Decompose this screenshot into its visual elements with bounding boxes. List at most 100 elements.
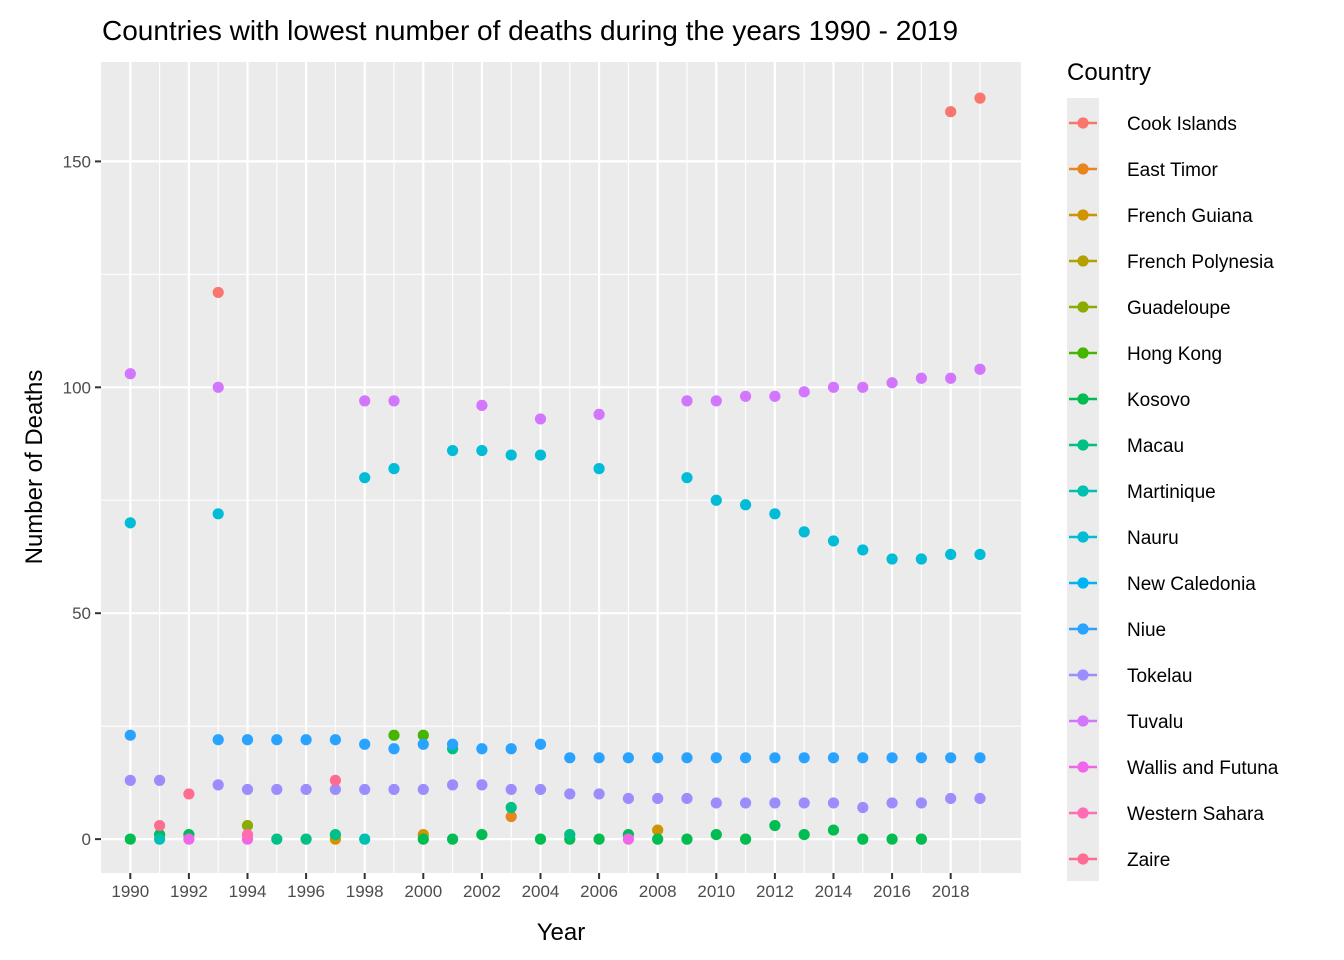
- legend-key-point: [1077, 117, 1089, 129]
- data-point: [857, 801, 869, 814]
- y-axis: 0 50 100 150: [63, 152, 101, 849]
- legend-label: Western Sahara: [1127, 804, 1264, 825]
- legend-label: Nauru: [1127, 528, 1179, 549]
- data-point: [974, 792, 986, 805]
- legend-label: French Polynesia: [1127, 252, 1274, 273]
- data-point: [652, 833, 664, 845]
- data-point: [124, 517, 136, 529]
- legend-label: New Caledonia: [1127, 574, 1256, 595]
- data-point: [564, 788, 576, 800]
- data-point: [359, 738, 371, 750]
- data-point: [769, 390, 781, 402]
- legend-label: Tokelau: [1127, 666, 1193, 687]
- data-point: [827, 824, 840, 836]
- data-point: [945, 792, 957, 805]
- data-point: [359, 833, 371, 845]
- data-point: [857, 381, 869, 393]
- data-point: [886, 797, 898, 809]
- data-point: [212, 381, 224, 393]
- x-tick-label: 1992: [170, 882, 208, 901]
- data-point: [300, 783, 312, 796]
- x-tick-label: 2010: [697, 882, 735, 901]
- data-point: [124, 729, 136, 741]
- data-point: [798, 386, 810, 398]
- data-point: [446, 738, 459, 750]
- data-point: [359, 783, 371, 796]
- data-point: [769, 797, 781, 809]
- data-point: [329, 828, 341, 841]
- legend-key-point: [1077, 761, 1089, 773]
- data-point: [153, 819, 166, 832]
- legend-label: Cook Islands: [1127, 114, 1237, 135]
- legend-key-point: [1077, 163, 1089, 175]
- data-point: [300, 833, 312, 845]
- legend-key-point: [1077, 807, 1089, 819]
- data-point: [681, 395, 693, 407]
- x-tick-label: 2008: [639, 882, 677, 901]
- legend-key-point: [1077, 439, 1089, 451]
- data-point: [476, 444, 488, 457]
- data-point: [739, 833, 752, 845]
- data-point: [593, 463, 605, 475]
- data-point: [739, 797, 752, 809]
- data-point: [271, 734, 283, 746]
- data-point: [300, 734, 312, 746]
- data-point: [857, 544, 869, 556]
- data-point: [534, 783, 547, 796]
- x-axis: 1990 1992 1994 1996 1998 2000 2002 2004 2006 2008…: [111, 873, 970, 901]
- data-point: [505, 449, 517, 461]
- data-point: [212, 779, 224, 791]
- data-point: [886, 377, 898, 389]
- legend-label: Hong Kong: [1127, 344, 1222, 365]
- x-tick-label: 2012: [756, 882, 794, 901]
- legend-label: French Guiana: [1127, 206, 1253, 227]
- data-point: [476, 743, 488, 755]
- data-point: [827, 797, 840, 809]
- data-point: [417, 783, 429, 796]
- data-point: [593, 408, 605, 421]
- data-point: [622, 752, 634, 764]
- data-point: [739, 499, 752, 511]
- data-point: [446, 833, 459, 845]
- data-point: [329, 783, 341, 796]
- data-point: [857, 752, 869, 764]
- data-point: [534, 833, 547, 845]
- x-tick-label: 2004: [522, 882, 560, 901]
- data-point: [974, 548, 986, 561]
- data-point: [212, 508, 224, 520]
- x-tick-label: 2016: [873, 882, 911, 901]
- legend-label: East Timor: [1127, 160, 1218, 181]
- x-tick-label: 2018: [932, 882, 970, 901]
- data-point: [652, 752, 664, 764]
- legend-key-point: [1077, 347, 1089, 359]
- data-point: [124, 774, 136, 786]
- y-tick-label: 0: [82, 830, 91, 849]
- data-point: [769, 508, 781, 520]
- data-point: [446, 444, 459, 457]
- data-point: [622, 792, 634, 805]
- data-point: [886, 752, 898, 764]
- data-point: [681, 792, 693, 805]
- data-point: [329, 774, 341, 786]
- data-point: [798, 526, 810, 538]
- data-point: [212, 734, 224, 746]
- data-point: [241, 783, 254, 796]
- data-point: [945, 752, 957, 764]
- data-point: [183, 833, 195, 845]
- data-point: [564, 828, 576, 841]
- data-point: [388, 743, 400, 755]
- data-point: [359, 472, 371, 484]
- y-axis-title: Number of Deaths: [21, 370, 48, 565]
- y-tick-label: 150: [63, 152, 91, 171]
- legend-label: Niue: [1127, 620, 1166, 641]
- legend-label: Zaire: [1127, 850, 1170, 871]
- legend-title: Country: [1067, 59, 1151, 86]
- y-tick-label: 100: [63, 378, 91, 397]
- legend-key-point: [1077, 669, 1089, 681]
- legend-label: Wallis and Futuna: [1127, 758, 1279, 779]
- data-point: [417, 738, 429, 750]
- data-point: [681, 472, 693, 484]
- data-point: [241, 828, 254, 841]
- data-point: [798, 752, 810, 764]
- x-tick-label: 1990: [111, 882, 149, 901]
